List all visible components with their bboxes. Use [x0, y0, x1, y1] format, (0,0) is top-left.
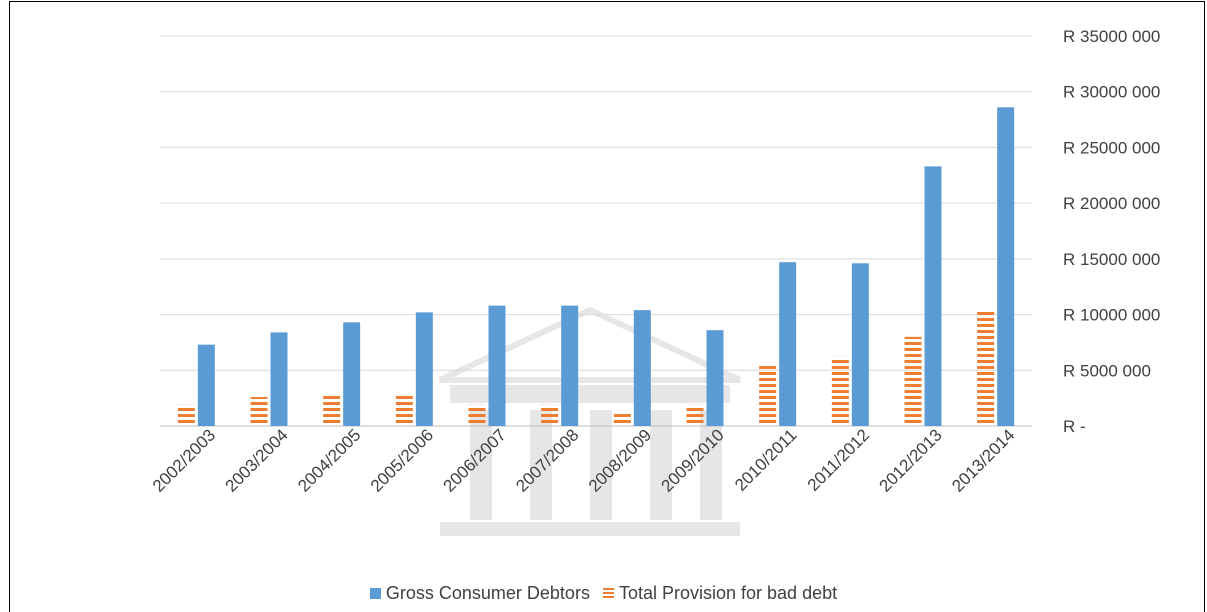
legend-label-gross: Gross Consumer Debtors [385, 583, 590, 603]
legend-label-provision: Total Provision for bad debt [618, 583, 838, 603]
y-tick-label: R 20000 000 [1063, 194, 1160, 213]
x-tick-label: 2009/2010 [658, 425, 728, 495]
y-tick-label: R 30000 000 [1063, 83, 1160, 102]
bar-gross-debtors [270, 332, 288, 426]
bar-provision [177, 404, 195, 426]
y-tick-label: R - [1063, 417, 1086, 436]
y-tick-label: R 15000 000 [1063, 250, 1160, 269]
bar-provision [759, 365, 777, 426]
x-tick-label: 2012/2013 [876, 425, 946, 495]
y-tick-label: R 10000 000 [1063, 306, 1160, 325]
x-tick-label: 2006/2007 [440, 425, 510, 495]
bar-provision [904, 336, 922, 426]
bar-gross-debtors [415, 312, 433, 426]
y-tick-label: R 25000 000 [1063, 138, 1160, 157]
x-tick-label: 2007/2008 [512, 425, 582, 495]
bar-provision [686, 404, 704, 426]
y-tick-label: R 35000 000 [1063, 27, 1160, 46]
bar-gross-debtors [851, 263, 869, 426]
bar-gross-debtors [197, 344, 215, 426]
bars [177, 107, 1015, 427]
x-axis-ticks: 2002/2003 2003/2004 2004/2005 2005/2006 2006… [149, 425, 1019, 495]
bar-gross-debtors [633, 310, 651, 426]
legend: Gross Consumer Debtors Total Provision f… [0, 583, 1207, 604]
x-tick-label: 2011/2012 [804, 425, 873, 494]
bar-gross-debtors [779, 262, 797, 426]
x-tick-label: 2008/2009 [585, 425, 655, 495]
y-axis-ticks: R - R 5000 000 R 10000 000 R 15000 000 R 200… [1063, 27, 1160, 436]
legend-swatch-orange [602, 588, 614, 599]
bar-gross-debtors [343, 322, 361, 426]
legend-item-provision: Total Provision for bad debt [602, 583, 838, 604]
x-tick-label: 2010/2011 [731, 425, 800, 494]
bar-provision [395, 395, 413, 426]
x-tick-label: 2013/2014 [948, 425, 1018, 495]
legend-item-gross: Gross Consumer Debtors [369, 583, 590, 604]
bar-gross-debtors [488, 305, 506, 426]
y-tick-label: R 5000 000 [1063, 361, 1151, 380]
bar-gross-debtors [997, 107, 1015, 427]
x-tick-label: 2004/2005 [294, 425, 364, 495]
bar-provision [613, 412, 631, 426]
bar-provision [831, 356, 849, 426]
chart-frame [9, 1, 1205, 612]
x-tick-label: 2005/2006 [367, 425, 437, 495]
bar-gross-debtors [561, 305, 579, 426]
legend-swatch-blue [369, 588, 381, 599]
gridlines [160, 35, 1032, 427]
x-tick-label: 2002/2003 [149, 425, 219, 495]
bar-provision [250, 397, 268, 426]
bar-provision [541, 404, 559, 426]
bar-provision [468, 404, 486, 426]
bar-provision [323, 395, 341, 426]
bar-gross-debtors [706, 330, 724, 426]
bar-gross-debtors [924, 166, 942, 426]
bar-provision [977, 310, 995, 426]
x-tick-label: 2003/2004 [222, 425, 292, 495]
